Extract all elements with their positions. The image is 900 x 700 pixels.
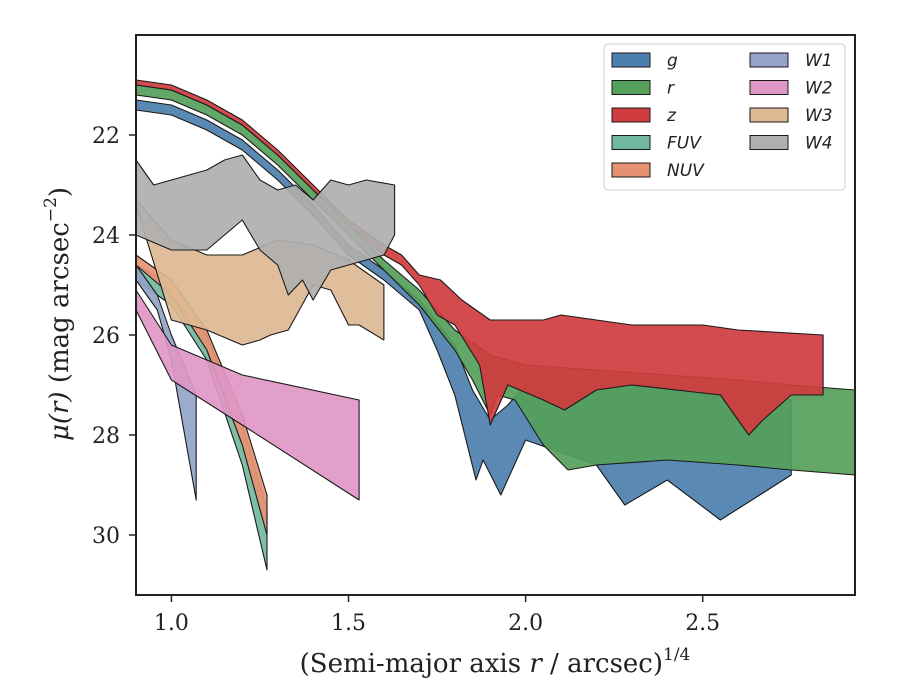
legend-label-z: z [666, 106, 677, 126]
legend-swatch-w3 [749, 107, 789, 123]
y-tick-label: 24 [92, 224, 120, 249]
y-axis-ticks: 22 24 26 28 30 [92, 124, 136, 549]
legend-label-nuv: NUV [667, 161, 705, 181]
legend-label-w1: W1 [805, 51, 833, 71]
x-tick-label: 1.5 [331, 611, 366, 636]
y-axis-label: μ(r) (mag arcsec−2) [41, 187, 75, 441]
legend-swatch-r [611, 80, 651, 95]
x-tick-label: 2.5 [685, 611, 720, 636]
legend-label-w2: W2 [805, 79, 833, 99]
legend-swatch-g [611, 52, 651, 68]
legend-swatch-nuv [611, 162, 651, 178]
legend-swatch-w1 [749, 52, 789, 68]
x-tick-label: 1.0 [154, 611, 189, 636]
legend-label-w3: W3 [805, 106, 833, 126]
legend-swatch-w4 [749, 135, 789, 150]
band-w3 [135, 199, 385, 346]
x-axis-ticks: 1.0 1.5 2.0 2.5 [154, 595, 720, 636]
x-axis-label: (Semi-major axis r / arcsec)1/4 [300, 645, 691, 679]
legend-swatch-z [611, 107, 651, 123]
x-tick-label: 2.0 [508, 611, 543, 636]
legend-swatch-w2 [749, 80, 789, 95]
plot-frame [135, 34, 856, 596]
legend-label-g: g [667, 51, 678, 71]
legend: grz FUV NUV W1 W2 W3 W4 [603, 43, 846, 191]
y-tick-label: 26 [92, 324, 120, 349]
y-tick-label: 28 [92, 424, 120, 449]
legend-label-w4: W4 [805, 134, 833, 154]
y-tick-label: 30 [92, 524, 120, 549]
series-bands [135, 79, 856, 571]
legend-label-fuv: FUV [667, 134, 702, 154]
legend-swatch-fuv [611, 135, 651, 150]
band-w4 [135, 154, 396, 301]
y-tick-label: 22 [92, 124, 120, 149]
band-w2 [135, 289, 360, 501]
legend-label-r: r [667, 79, 675, 99]
